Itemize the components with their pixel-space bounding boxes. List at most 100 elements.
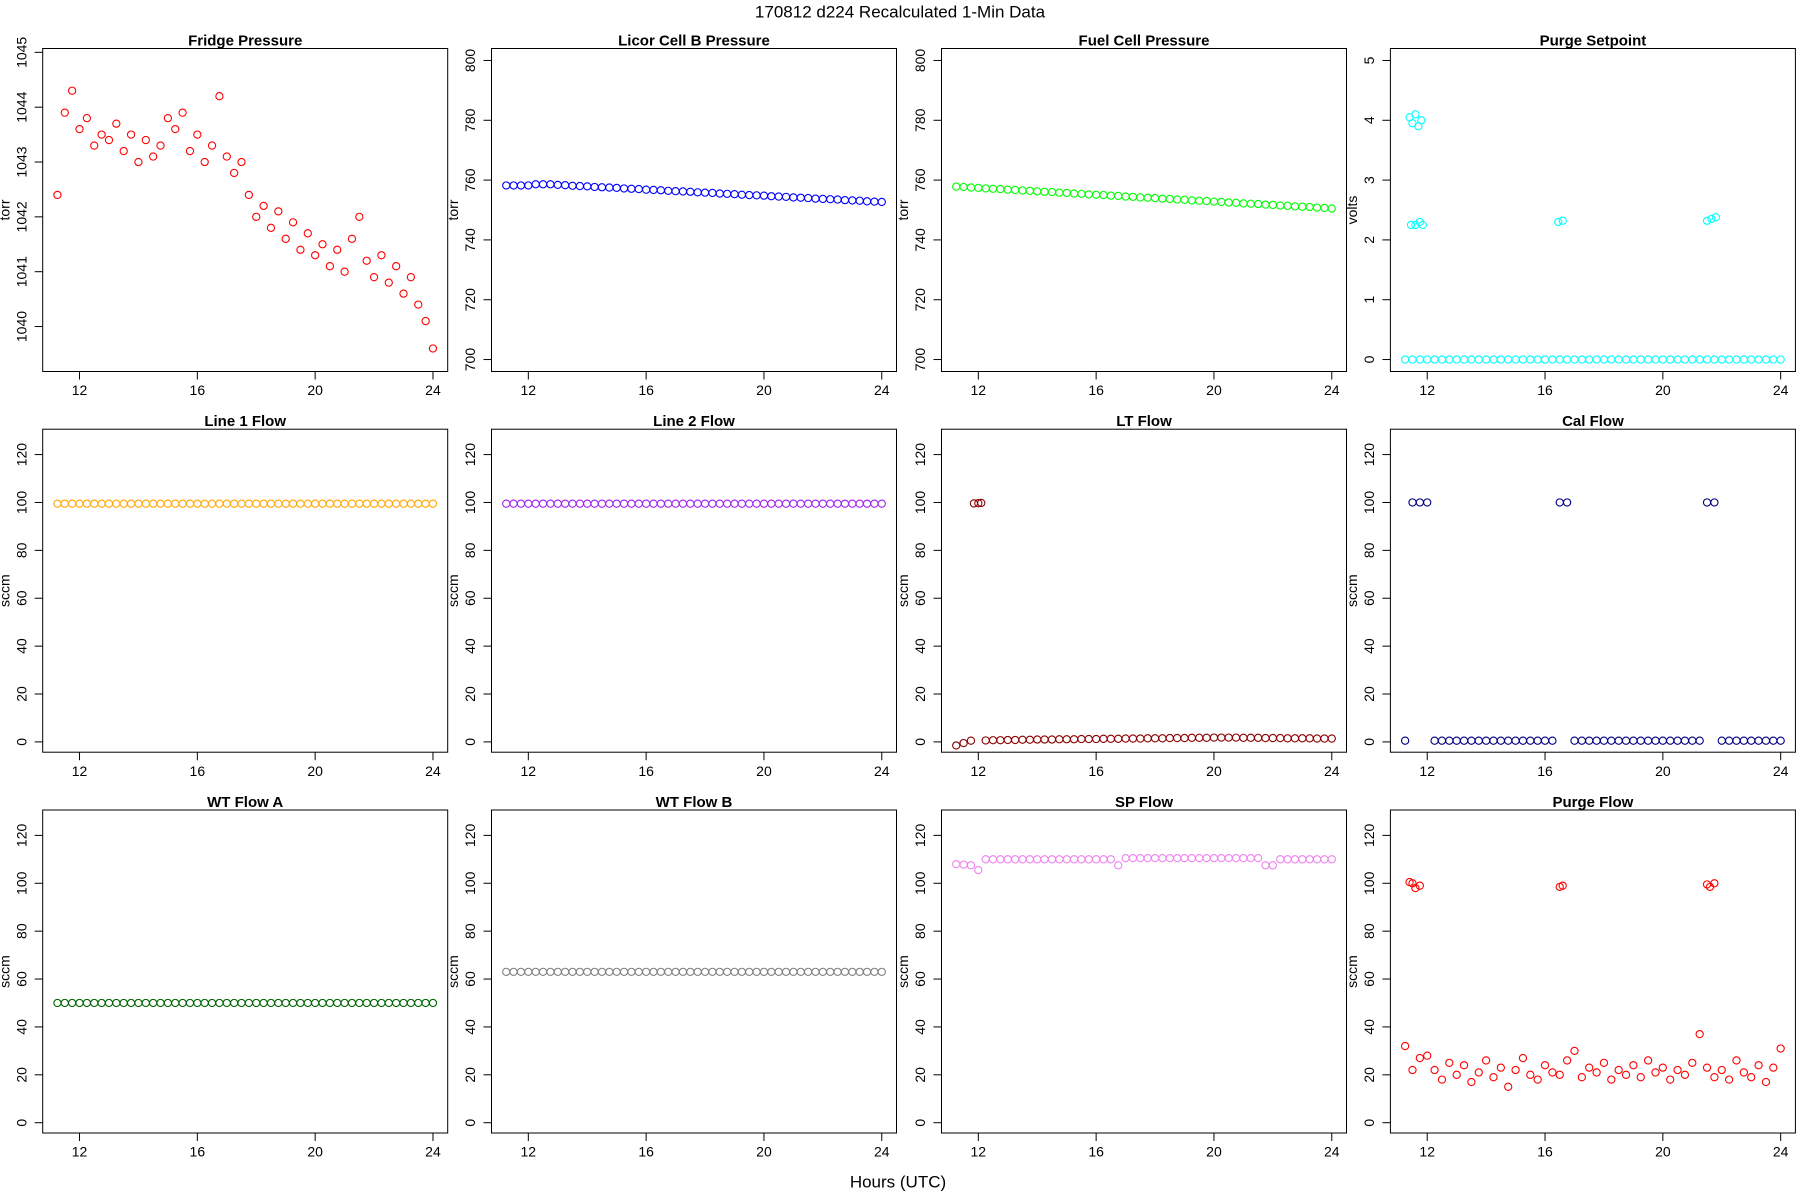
data-point	[119, 146, 128, 156]
data-point	[1400, 736, 1410, 745]
data-point	[1707, 214, 1716, 224]
y-tick-label: 100	[462, 491, 478, 515]
y-tick-label: 720	[462, 288, 478, 312]
y-tick-label: 120	[912, 443, 928, 467]
data-point	[1769, 1063, 1778, 1072]
data-point	[1724, 1075, 1734, 1084]
data-point	[104, 135, 114, 145]
data-point	[1548, 1068, 1557, 1077]
data-point	[1776, 1044, 1785, 1053]
data-point	[1452, 1070, 1461, 1079]
y-tick-label: 1042	[13, 201, 29, 232]
y-tick-label: 80	[912, 923, 928, 939]
y-tick-label: 2	[1361, 236, 1377, 244]
plot-frame	[42, 48, 449, 372]
y-axis-label: sccm	[1344, 955, 1360, 988]
x-tick-label: 16	[190, 1144, 206, 1160]
data-point	[244, 190, 254, 200]
data-point	[75, 124, 84, 134]
x-tick-label: 12	[1419, 1144, 1435, 1160]
data-point	[974, 499, 983, 508]
data-point	[1607, 1075, 1616, 1084]
y-tick-label: 40	[912, 1019, 928, 1035]
data-point	[414, 300, 423, 309]
data-point	[347, 234, 357, 243]
y-tick-label: 0	[13, 738, 29, 746]
y-tick-label: 100	[1361, 491, 1377, 515]
panel-title: WT Flow B	[656, 794, 733, 811]
data-point	[303, 229, 312, 238]
data-point	[1106, 855, 1116, 864]
data-point	[1253, 853, 1263, 863]
data-point	[1739, 1068, 1749, 1077]
y-tick-label: 120	[462, 823, 478, 847]
y-axis-label: sccm	[0, 574, 12, 607]
data-point	[1636, 1073, 1645, 1082]
plot-frame	[1389, 809, 1796, 1134]
panel-title: Fuel Cell Pressure	[1079, 32, 1210, 49]
x-tick-label: 20	[756, 1144, 772, 1160]
data-point	[1585, 1063, 1594, 1072]
data-point	[53, 190, 62, 200]
data-point	[1459, 1061, 1469, 1070]
x-tick-label: 12	[72, 763, 88, 779]
data-point	[1481, 1056, 1491, 1065]
data-point	[215, 92, 224, 101]
x-tick-label: 16	[638, 1144, 654, 1160]
data-point	[1327, 855, 1336, 864]
x-tick-label: 24	[425, 1144, 441, 1160]
y-tick-label: 60	[462, 590, 478, 606]
x-tick-label: 12	[971, 382, 987, 398]
x-tick-label: 16	[1088, 382, 1104, 398]
data-point	[1445, 1058, 1454, 1067]
x-tick-label: 24	[425, 763, 441, 779]
data-point	[952, 741, 961, 750]
data-point	[149, 152, 158, 161]
data-point	[1411, 883, 1420, 893]
x-tick-label: 24	[874, 382, 890, 398]
y-tick-label: 0	[13, 1119, 29, 1127]
panel-title: Cal Flow	[1562, 413, 1624, 430]
plot-frame	[1389, 428, 1796, 753]
x-axis-label: Hours (UTC)	[850, 1172, 946, 1191]
y-tick-label: 120	[13, 443, 29, 467]
data-point	[1558, 881, 1567, 890]
data-point	[200, 157, 209, 167]
data-point	[959, 738, 968, 748]
y-axis-label: torr	[445, 199, 461, 220]
x-tick-label: 20	[1655, 763, 1671, 779]
x-tick-label: 20	[307, 763, 323, 779]
panel-title: Line 1 Flow	[204, 413, 286, 430]
data-point	[1417, 116, 1426, 125]
x-tick-label: 24	[874, 1144, 890, 1160]
y-tick-label: 1044	[13, 91, 29, 122]
y-tick-label: 0	[462, 738, 478, 746]
data-point	[178, 108, 187, 117]
data-point	[1570, 1046, 1579, 1056]
data-point	[1411, 110, 1420, 119]
y-tick-label: 1040	[13, 311, 29, 342]
x-tick-label: 16	[638, 382, 654, 398]
data-point	[1592, 1068, 1601, 1077]
data-point	[1555, 1070, 1564, 1079]
data-point	[1467, 1077, 1476, 1087]
x-tick-label: 16	[190, 382, 206, 398]
y-tick-label: 20	[13, 1067, 29, 1083]
data-point	[1562, 498, 1572, 507]
data-point	[406, 273, 416, 282]
y-axis-label: sccm	[0, 955, 12, 988]
y-tick-label: 40	[462, 638, 478, 654]
x-tick-label: 24	[874, 763, 890, 779]
data-point	[1504, 1082, 1513, 1091]
data-point	[377, 251, 386, 260]
x-tick-label: 24	[1324, 763, 1340, 779]
panel-title: Licor Cell B Pressure	[618, 32, 770, 49]
y-tick-label: 80	[462, 923, 478, 939]
panel-title: SP Flow	[1115, 794, 1173, 811]
data-point	[1776, 736, 1785, 745]
plot-frame	[491, 48, 897, 372]
y-tick-label: 800	[912, 49, 928, 73]
y-tick-label: 40	[1361, 1019, 1377, 1035]
data-point	[1761, 1077, 1771, 1087]
